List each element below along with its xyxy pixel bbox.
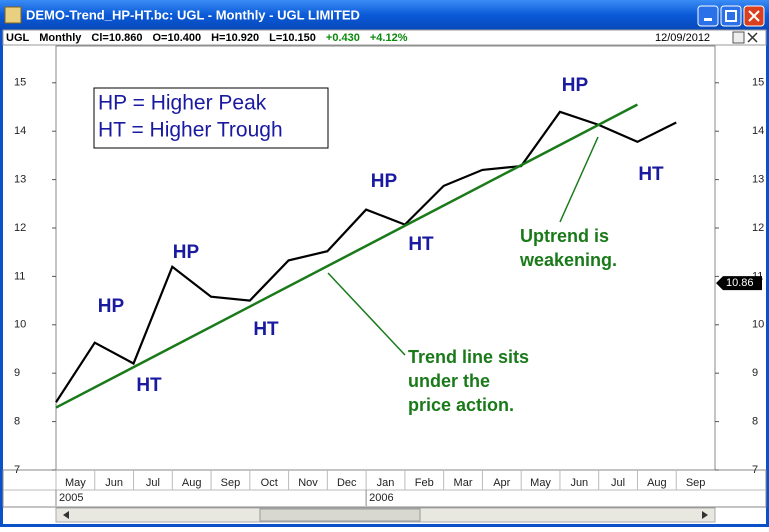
- callout-text: under the: [408, 371, 490, 391]
- x-tick-label: Mar: [454, 477, 473, 489]
- year-label: 2006: [369, 492, 393, 504]
- info-text: UGL Monthly Cl=10.860 O=10.400 H=10.920 L=10.…: [6, 32, 408, 44]
- info-field: Cl=10.860: [91, 32, 142, 44]
- info-field: H=10.920: [211, 32, 259, 44]
- window-title: DEMO-Trend_HP-HT.bc: UGL - Monthly - UGL…: [26, 7, 360, 22]
- y-tick-label-left: 14: [14, 125, 26, 137]
- app-icon: [4, 6, 22, 24]
- x-tick-label: Jun: [570, 477, 588, 489]
- close-icon: [748, 10, 760, 22]
- annotation: HT: [136, 375, 162, 396]
- annotation: HP: [562, 75, 589, 96]
- window-buttons[interactable]: [697, 5, 765, 27]
- y-tick-label-left: 11: [14, 270, 25, 282]
- x-tick-label: May: [530, 477, 551, 489]
- y-tick-label-right: 13: [752, 173, 764, 185]
- y-tick-label-right: 7: [752, 464, 758, 476]
- info-bar: [2, 29, 767, 46]
- annotation: HP: [98, 296, 125, 317]
- minimize-button[interactable]: [697, 5, 719, 27]
- x-tick-label: May: [65, 477, 86, 489]
- minimize-icon: [704, 18, 712, 21]
- legend-text: HP = Higher Peak: [98, 92, 267, 115]
- annotation: HT: [638, 164, 664, 185]
- y-tick-label-left: 12: [14, 222, 26, 234]
- x-tick-label: Jan: [377, 477, 395, 489]
- y-tick-label-left: 15: [14, 77, 26, 89]
- y-tick-label-left: 7: [14, 464, 20, 476]
- callout-arrow: [327, 272, 406, 356]
- close-chart-button[interactable]: [747, 32, 758, 43]
- x-tick-label: Oct: [261, 477, 278, 489]
- x-tick-label: Sep: [686, 477, 706, 489]
- info-change: +0.430: [326, 32, 360, 44]
- year-label: 2005: [59, 492, 83, 504]
- info-date: 12/09/2012: [655, 32, 710, 44]
- info-field: Monthly: [39, 32, 82, 44]
- annotation: HP: [371, 171, 398, 192]
- legend-box: [93, 87, 329, 149]
- x-tick-label: Aug: [647, 477, 667, 489]
- callout-text: price action.: [408, 395, 514, 415]
- x-tick-label: Jul: [611, 477, 625, 489]
- y-tick-label-right: 14: [752, 125, 764, 137]
- y-tick-label-right: 10: [752, 319, 764, 331]
- y-tick-label-right: 8: [752, 416, 758, 428]
- maximize-button[interactable]: [720, 5, 742, 27]
- x-tick-label: Jun: [105, 477, 123, 489]
- price-line: [55, 110, 677, 403]
- x-tick-label: Dec: [337, 477, 357, 489]
- annotation: HT: [253, 319, 279, 340]
- trend-line: [55, 103, 639, 409]
- callout-arrow: [559, 136, 599, 223]
- x-tick-label: Apr: [493, 477, 510, 489]
- chart: 778899101011111212131314141515MayJunJulA…: [14, 75, 764, 506]
- x-tick-label: Jul: [146, 477, 160, 489]
- callout-text: Trend line sits: [408, 347, 529, 367]
- y-tick-label-left: 9: [14, 367, 20, 379]
- y-tick-label-right: 12: [752, 222, 764, 234]
- y-tick-label-left: 10: [14, 319, 26, 331]
- last-value-marker: [716, 276, 762, 291]
- info-field: UGL: [6, 32, 30, 44]
- info-change: +4.12%: [370, 32, 408, 44]
- x-tick-label: Nov: [298, 477, 318, 489]
- info-field: L=10.150: [269, 32, 316, 44]
- legend-text: HT = Higher Trough: [98, 119, 283, 142]
- maximize-icon: [725, 10, 737, 22]
- last-value-label: 10.86: [726, 277, 754, 289]
- y-tick-label-right: 15: [752, 77, 764, 89]
- annotation: HT: [408, 234, 434, 255]
- restore-chart-button[interactable]: [732, 31, 745, 44]
- x-tick-label: Aug: [182, 477, 202, 489]
- annotation: HP: [173, 242, 200, 263]
- info-field: O=10.400: [152, 32, 201, 44]
- callout-text: weakening.: [519, 250, 617, 270]
- callout-text: Uptrend is: [520, 226, 609, 246]
- x-tick-label: Feb: [415, 477, 434, 489]
- y-tick-label-left: 13: [14, 173, 26, 185]
- title-bar: [0, 0, 769, 30]
- x-tick-label: Sep: [221, 477, 241, 489]
- y-tick-label-left: 8: [14, 416, 20, 428]
- y-tick-label-right: 9: [752, 367, 758, 379]
- date-axis: [2, 469, 767, 508]
- scroll-thumb[interactable]: [259, 508, 421, 522]
